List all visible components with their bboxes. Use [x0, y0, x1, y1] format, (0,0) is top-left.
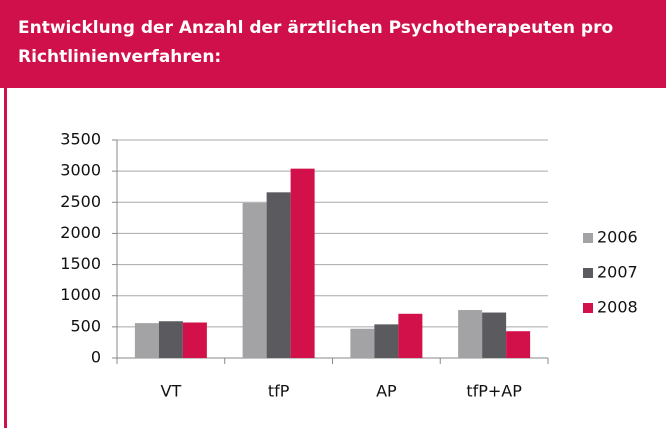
bar: [482, 312, 507, 358]
legend-swatch: [583, 268, 593, 278]
frame-edge: [4, 88, 7, 428]
y-tick-label: 2000: [60, 223, 101, 242]
bar: [290, 168, 315, 358]
x-tick-label: tfP: [268, 382, 290, 401]
y-tick-label: 2500: [60, 192, 101, 211]
legend-swatch: [583, 303, 593, 313]
bar: [398, 313, 423, 358]
bar: [242, 202, 267, 358]
legend-swatch: [583, 233, 593, 243]
y-tick-label: 500: [70, 316, 101, 335]
bar: [374, 324, 399, 358]
bar: [182, 322, 207, 358]
bar: [266, 192, 291, 358]
bar: [506, 331, 531, 358]
legend-label: 2007: [597, 263, 638, 282]
chart-title: Entwicklung der Anzahl der ärztlichen Ps…: [18, 18, 614, 67]
bar: [350, 328, 375, 358]
y-tick-label: 3000: [60, 161, 101, 180]
header: Entwicklung der Anzahl der ärztlichen Ps…: [0, 0, 666, 88]
bar: [158, 321, 183, 358]
legend-label: 2008: [597, 298, 638, 317]
x-tick-label: VT: [161, 382, 182, 401]
x-tick-label: tfP+AP: [466, 382, 522, 401]
y-tick-label: 1000: [60, 285, 101, 304]
legend-label: 2006: [597, 228, 638, 247]
y-tick-label: 0: [91, 348, 101, 367]
y-tick-label: 1500: [60, 254, 101, 273]
bar: [134, 323, 159, 358]
x-tick-label: AP: [376, 382, 397, 401]
y-tick-label: 3500: [60, 130, 101, 149]
bar: [458, 310, 483, 358]
